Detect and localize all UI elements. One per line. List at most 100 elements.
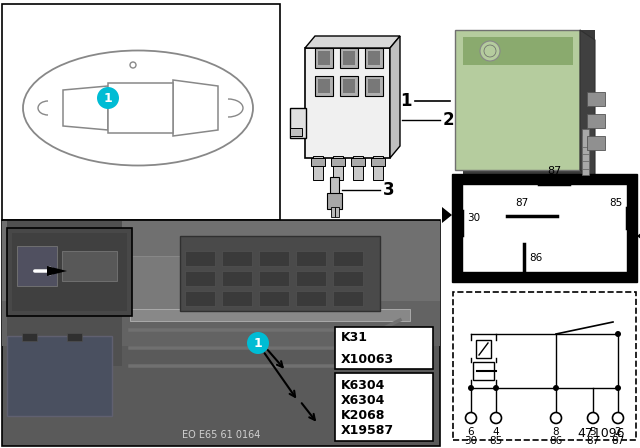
Bar <box>582 151 589 169</box>
Bar <box>368 51 380 65</box>
Bar <box>452 174 637 282</box>
Circle shape <box>615 385 621 391</box>
Text: 3: 3 <box>383 181 395 199</box>
Bar <box>185 291 215 306</box>
Circle shape <box>465 413 477 423</box>
Circle shape <box>247 332 269 354</box>
Bar <box>476 340 491 358</box>
Bar <box>330 177 339 195</box>
Polygon shape <box>637 228 640 244</box>
Bar <box>130 309 410 321</box>
Bar <box>331 158 345 166</box>
Text: K31: K31 <box>341 331 368 344</box>
Bar <box>463 37 573 65</box>
Bar <box>185 251 215 266</box>
Bar <box>587 136 605 150</box>
Bar <box>311 158 325 166</box>
Bar <box>582 143 589 161</box>
Bar <box>351 158 365 166</box>
Bar <box>250 256 300 316</box>
Text: 1: 1 <box>253 336 262 349</box>
Circle shape <box>612 413 623 423</box>
Bar <box>259 291 289 306</box>
Bar <box>222 251 252 266</box>
Text: X19587: X19587 <box>341 423 394 436</box>
Bar <box>2 220 440 446</box>
Bar <box>259 251 289 266</box>
Text: 4: 4 <box>493 427 499 437</box>
Bar <box>371 158 385 166</box>
Bar <box>130 256 180 316</box>
Text: K2068: K2068 <box>341 409 385 422</box>
Bar <box>259 271 289 286</box>
Bar <box>7 221 122 366</box>
Text: 5: 5 <box>589 427 596 437</box>
Bar <box>190 256 240 316</box>
Bar <box>582 157 589 175</box>
Bar <box>333 156 343 180</box>
Bar <box>318 79 330 93</box>
Bar <box>365 76 383 96</box>
Bar <box>331 207 335 217</box>
Text: X6304: X6304 <box>341 393 385 406</box>
Text: X10063: X10063 <box>341 353 394 366</box>
Text: 87: 87 <box>586 436 600 446</box>
Text: 2: 2 <box>443 111 454 129</box>
Bar <box>318 51 330 65</box>
Circle shape <box>97 87 119 109</box>
Polygon shape <box>390 36 400 158</box>
Bar <box>222 271 252 286</box>
Polygon shape <box>442 207 452 223</box>
Bar <box>353 156 363 180</box>
Circle shape <box>493 385 499 391</box>
Bar <box>335 207 339 217</box>
Text: 85: 85 <box>609 198 622 208</box>
Text: 2: 2 <box>614 427 621 437</box>
Bar <box>12 233 127 311</box>
Circle shape <box>468 385 474 391</box>
Text: 87: 87 <box>611 436 625 446</box>
Bar <box>340 48 358 68</box>
Text: 6: 6 <box>468 427 474 437</box>
Bar <box>473 362 494 380</box>
Text: 471096: 471096 <box>577 427 625 440</box>
Bar <box>305 48 390 158</box>
Bar <box>343 79 355 93</box>
Text: 87: 87 <box>515 198 529 208</box>
Bar <box>2 301 440 346</box>
Circle shape <box>615 331 621 337</box>
Bar <box>333 291 363 306</box>
Bar <box>315 48 333 68</box>
Bar <box>340 76 358 96</box>
Bar <box>22 333 37 341</box>
Bar <box>327 193 342 209</box>
Bar <box>462 184 627 272</box>
Bar <box>17 246 57 286</box>
Circle shape <box>553 385 559 391</box>
Text: 1: 1 <box>401 92 412 110</box>
Bar <box>180 236 380 311</box>
Text: K6304: K6304 <box>341 379 385 392</box>
Bar <box>582 136 589 154</box>
Circle shape <box>588 413 598 423</box>
Text: 8: 8 <box>553 427 559 437</box>
Bar <box>333 251 363 266</box>
Polygon shape <box>47 266 67 276</box>
Bar <box>108 83 173 133</box>
Bar <box>7 228 132 316</box>
Bar <box>373 156 383 180</box>
Bar <box>587 114 605 128</box>
Text: 30: 30 <box>465 436 477 446</box>
Text: 86: 86 <box>529 253 542 263</box>
Bar <box>368 79 380 93</box>
Bar <box>296 251 326 266</box>
Bar <box>463 30 595 180</box>
Bar <box>453 292 636 440</box>
Text: EO E65 61 0164: EO E65 61 0164 <box>182 430 260 440</box>
Circle shape <box>490 413 502 423</box>
Bar <box>67 333 82 341</box>
Bar <box>455 30 580 170</box>
Bar <box>582 129 589 147</box>
Bar <box>290 108 306 138</box>
Bar <box>222 291 252 306</box>
